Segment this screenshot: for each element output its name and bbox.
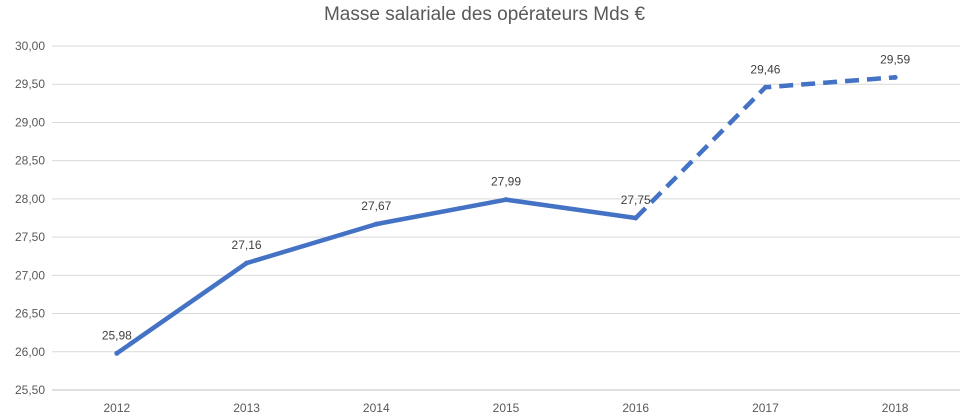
x-tick-label: 2016 (622, 401, 649, 415)
data-point (244, 260, 250, 266)
data-point (503, 197, 509, 203)
y-tick-label: 26,50 (15, 307, 45, 321)
data-point (892, 74, 898, 80)
y-tick-label: 27,00 (15, 268, 45, 282)
data-point (114, 350, 120, 356)
y-tick-label: 27,50 (15, 230, 45, 244)
x-tick-label: 2017 (752, 401, 779, 415)
data-point (633, 215, 639, 221)
data-label: 27,75 (621, 193, 651, 207)
x-tick-label: 2015 (493, 401, 520, 415)
data-label: 25,98 (102, 328, 132, 342)
data-label: 29,46 (750, 62, 780, 76)
y-tick-label: 28,00 (15, 192, 45, 206)
y-tick-label: 28,50 (15, 154, 45, 168)
y-tick-label: 29,50 (15, 77, 45, 91)
y-tick-label: 26,00 (15, 345, 45, 359)
y-tick-label: 30,00 (15, 39, 45, 53)
y-tick-label: 29,00 (15, 115, 45, 129)
x-tick-label: 2014 (363, 401, 390, 415)
data-label: 27,16 (232, 238, 262, 252)
chart-title: Masse salariale des opérateurs Mds € (323, 4, 646, 25)
x-tick-label: 2013 (233, 401, 260, 415)
data-label: 27,99 (491, 175, 521, 189)
data-point (373, 221, 379, 227)
data-point (762, 84, 768, 90)
data-label: 27,67 (361, 199, 391, 213)
x-tick-label: 2012 (104, 401, 131, 415)
x-tick-label: 2018 (882, 401, 909, 415)
data-label: 29,59 (880, 52, 910, 66)
series-line-dashed (634, 75, 896, 220)
y-tick-label: 25,50 (15, 383, 45, 397)
